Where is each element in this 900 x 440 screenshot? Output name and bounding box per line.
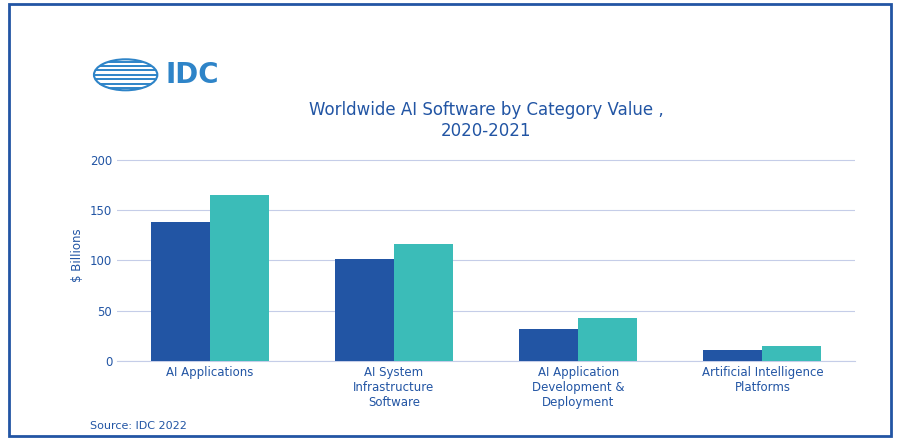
Bar — [578, 318, 637, 361]
Text: IDC: IDC — [166, 61, 219, 89]
Bar — [394, 244, 453, 361]
Bar — [335, 259, 394, 361]
Text: Source: IDC 2022: Source: IDC 2022 — [90, 421, 187, 431]
Bar — [210, 195, 268, 361]
Bar — [704, 350, 762, 361]
Title: Worldwide AI Software by Category Value ,
2020-2021: Worldwide AI Software by Category Value … — [309, 101, 663, 140]
Y-axis label: $ Billions: $ Billions — [71, 228, 85, 282]
Bar — [762, 346, 822, 361]
Bar — [150, 222, 210, 361]
Bar — [519, 329, 578, 361]
